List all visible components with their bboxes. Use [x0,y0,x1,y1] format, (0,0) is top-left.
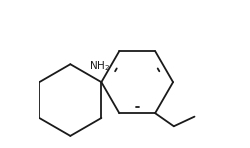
Text: NH$_2$: NH$_2$ [89,59,110,73]
